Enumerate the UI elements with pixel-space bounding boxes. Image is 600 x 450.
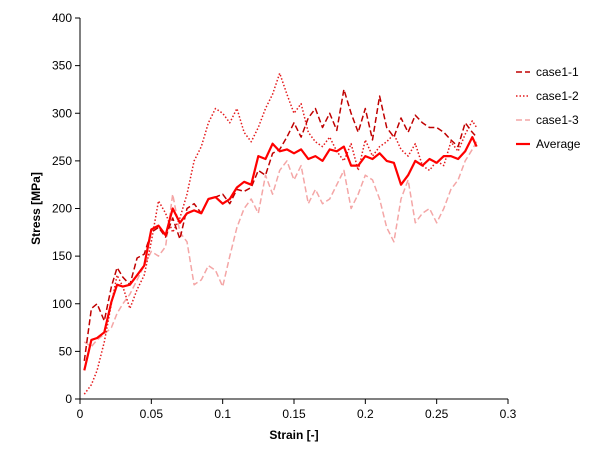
- x-axis-title: Strain [-]: [269, 428, 318, 442]
- series-line-case1-1: [83, 88, 478, 362]
- x-tick-label: 0.15: [282, 407, 306, 421]
- y-tick-label: 350: [52, 59, 72, 73]
- y-tick-label: 300: [52, 106, 72, 120]
- legend-label-average: Average: [536, 137, 581, 151]
- x-tick-label: 0.1: [214, 407, 231, 421]
- x-tick-label: 0.05: [140, 407, 164, 421]
- y-tick-label: 400: [52, 11, 72, 25]
- y-tick-label: 0: [65, 392, 72, 406]
- y-tick-label: 250: [52, 154, 72, 168]
- series-layer: [83, 72, 478, 395]
- series-line-average: [83, 136, 478, 371]
- x-tick-label: 0: [77, 407, 84, 421]
- legend-label-case1-1: case1-1: [536, 65, 579, 79]
- axes-layer: 0 0.05 0.1 0.15 0.2 0.25 0.3 0 50 100 150 200 250 300…: [52, 11, 517, 421]
- x-tick-label: 0.2: [357, 407, 374, 421]
- y-tick-label: 50: [59, 344, 73, 358]
- plot-background: [80, 18, 508, 399]
- x-tick-label: 0.25: [425, 407, 449, 421]
- y-tick-label: 200: [52, 202, 72, 216]
- y-tick-label: 100: [52, 297, 72, 311]
- legend-label-case1-3: case1-3: [536, 113, 579, 127]
- series-line-case1-2: [83, 72, 478, 395]
- plot-area: [80, 18, 508, 399]
- legend: case1-1 case1-2 case1-3 Average: [516, 65, 581, 151]
- y-tick-label: 150: [52, 249, 72, 263]
- legend-label-case1-2: case1-2: [536, 89, 579, 103]
- y-axis-title: Stress [MPa]: [29, 172, 43, 245]
- x-tick-label: 0.3: [500, 407, 517, 421]
